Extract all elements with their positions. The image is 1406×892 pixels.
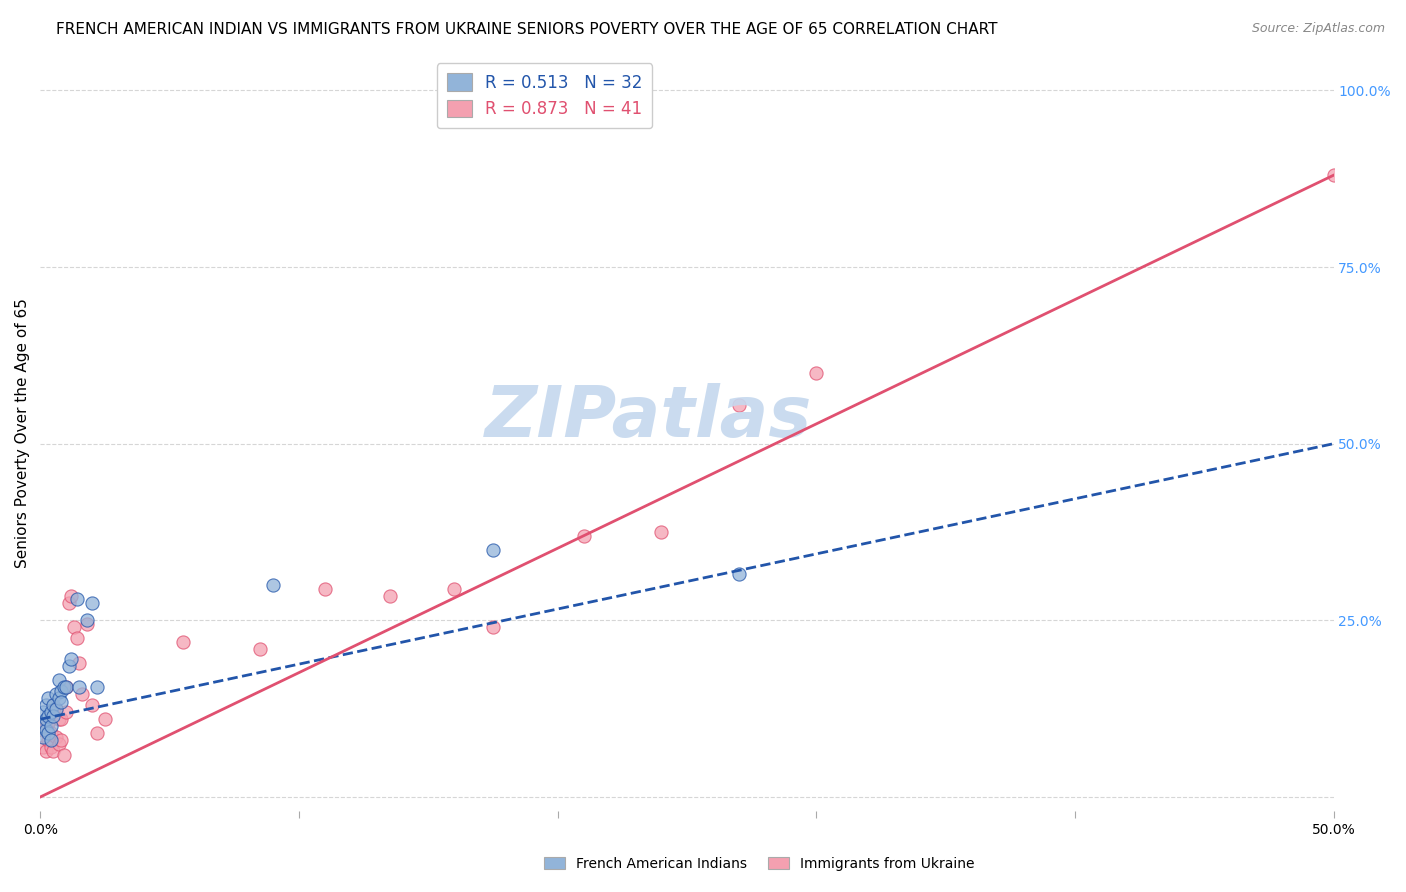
Y-axis label: Seniors Poverty Over the Age of 65: Seniors Poverty Over the Age of 65 bbox=[15, 298, 30, 568]
Point bbox=[49, 684, 72, 698]
Point bbox=[39, 740, 62, 755]
Point bbox=[34, 712, 56, 726]
Point bbox=[42, 744, 65, 758]
Text: ZIPatlas: ZIPatlas bbox=[485, 384, 811, 452]
Point bbox=[76, 616, 98, 631]
Point bbox=[52, 681, 75, 695]
Point bbox=[39, 733, 62, 747]
Point bbox=[34, 723, 56, 737]
Point bbox=[67, 656, 90, 670]
Point bbox=[52, 747, 75, 762]
Point bbox=[63, 620, 86, 634]
Point bbox=[34, 719, 56, 733]
Point bbox=[37, 726, 59, 740]
Point bbox=[262, 578, 284, 592]
Legend: French American Indians, Immigrants from Ukraine: French American Indians, Immigrants from… bbox=[538, 851, 980, 876]
Point bbox=[39, 726, 62, 740]
Point bbox=[58, 596, 80, 610]
Point bbox=[55, 705, 77, 719]
Text: FRENCH AMERICAN INDIAN VS IMMIGRANTS FROM UKRAINE SENIORS POVERTY OVER THE AGE O: FRENCH AMERICAN INDIAN VS IMMIGRANTS FRO… bbox=[56, 22, 998, 37]
Point bbox=[65, 631, 87, 645]
Point bbox=[727, 398, 749, 412]
Point bbox=[572, 528, 595, 542]
Point bbox=[249, 641, 271, 656]
Point bbox=[39, 708, 62, 723]
Point bbox=[39, 705, 62, 719]
Text: Source: ZipAtlas.com: Source: ZipAtlas.com bbox=[1251, 22, 1385, 36]
Point bbox=[65, 592, 87, 607]
Point bbox=[49, 733, 72, 747]
Point bbox=[48, 673, 70, 688]
Point bbox=[39, 719, 62, 733]
Point bbox=[482, 542, 505, 557]
Point bbox=[314, 582, 336, 596]
Point bbox=[34, 698, 56, 712]
Point bbox=[48, 712, 70, 726]
Point bbox=[49, 712, 72, 726]
Point bbox=[32, 740, 55, 755]
Point bbox=[172, 634, 194, 648]
Point bbox=[378, 589, 401, 603]
Point bbox=[55, 681, 77, 695]
Point bbox=[86, 681, 108, 695]
Point bbox=[42, 698, 65, 712]
Point bbox=[42, 698, 65, 712]
Point bbox=[806, 366, 828, 380]
Point bbox=[55, 681, 77, 695]
Point bbox=[70, 688, 93, 702]
Point bbox=[37, 708, 59, 723]
Point bbox=[60, 589, 83, 603]
Point bbox=[32, 730, 55, 744]
Point bbox=[58, 659, 80, 673]
Point bbox=[45, 730, 67, 744]
Point bbox=[727, 567, 749, 582]
Point bbox=[86, 726, 108, 740]
Point bbox=[42, 708, 65, 723]
Point bbox=[32, 723, 55, 737]
Point bbox=[60, 652, 83, 666]
Point bbox=[49, 694, 72, 708]
Point bbox=[650, 524, 672, 539]
Point bbox=[67, 681, 90, 695]
Point bbox=[37, 715, 59, 730]
Legend: R = 0.513   N = 32, R = 0.873   N = 41: R = 0.513 N = 32, R = 0.873 N = 41 bbox=[437, 63, 652, 128]
Point bbox=[45, 688, 67, 702]
Point bbox=[37, 691, 59, 706]
Point bbox=[34, 744, 56, 758]
Point bbox=[76, 613, 98, 627]
Point bbox=[1322, 168, 1344, 182]
Point bbox=[32, 705, 55, 719]
Point bbox=[48, 737, 70, 751]
Point bbox=[482, 620, 505, 634]
Point bbox=[32, 719, 55, 733]
Point bbox=[37, 733, 59, 747]
Point bbox=[94, 712, 117, 726]
Point bbox=[82, 596, 104, 610]
Point bbox=[48, 691, 70, 706]
Point bbox=[82, 698, 104, 712]
Point bbox=[443, 582, 465, 596]
Point bbox=[45, 701, 67, 715]
Point bbox=[45, 701, 67, 715]
